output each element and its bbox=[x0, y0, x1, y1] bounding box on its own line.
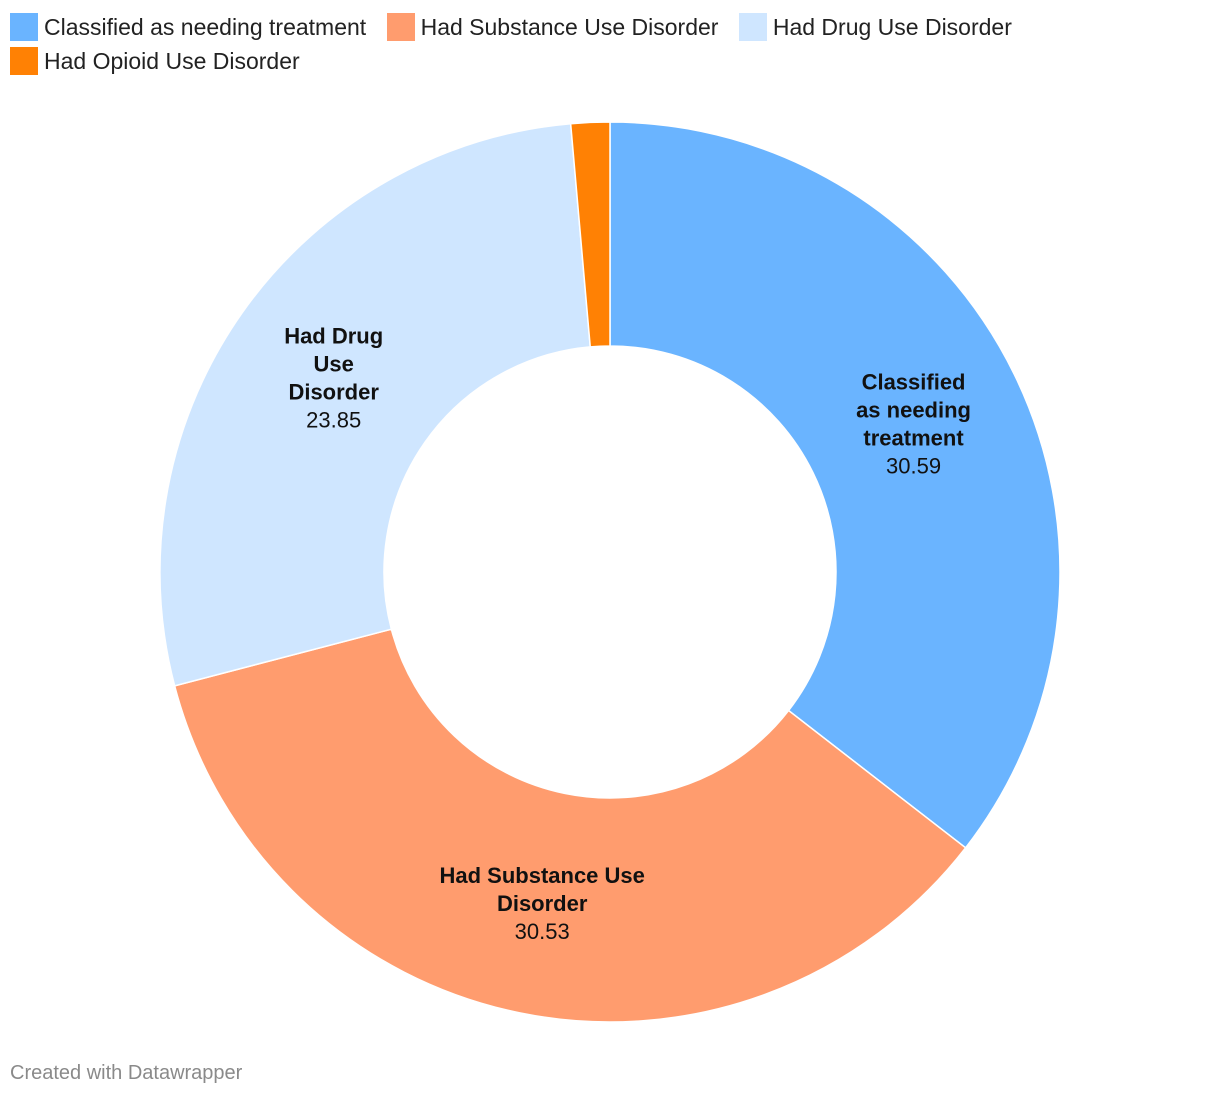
datawrapper-credit: Created with Datawrapper bbox=[10, 1062, 243, 1084]
slice-label-name: Classified bbox=[862, 369, 966, 394]
donut-slice-had-opioid-use-disorder bbox=[569, 121, 611, 348]
legend-item-drug-use-disorder: Had Drug Use Disorder bbox=[738, 10, 1012, 44]
legend-label: Had Drug Use Disorder bbox=[772, 14, 1012, 40]
legend-swatch bbox=[10, 13, 38, 41]
slice-label-name: Use bbox=[314, 351, 354, 376]
slice-label-name: Had Substance Use bbox=[439, 863, 644, 888]
slice-label-value: 30.59 bbox=[886, 453, 941, 478]
slice-label-classified-as-needing-treatment: Classified as needing treatment 30.59 bbox=[856, 369, 971, 478]
slice-label-name: as needing bbox=[856, 397, 971, 422]
slice-label-name: treatment bbox=[863, 425, 964, 450]
chart-legend: Classified as needing treatment Had Subs… bbox=[10, 10, 1215, 78]
slice-label-name: Disorder bbox=[497, 891, 588, 916]
donut-chart: Classified as needing treatment 30.59 Had Su… bbox=[159, 121, 1061, 1023]
donut-slices bbox=[159, 121, 1061, 1023]
legend-label: Had Opioid Use Disorder bbox=[44, 48, 300, 74]
legend-item-classified-needing-treatment: Classified as needing treatment bbox=[10, 10, 366, 44]
legend-item-substance-use-disorder: Had Substance Use Disorder bbox=[386, 10, 719, 44]
legend-swatch bbox=[386, 13, 415, 41]
slice-label-had-substance-use-disorder: Had Substance Use Disorder 30.53 bbox=[439, 863, 644, 944]
donut-slice-labels: Classified as needing treatment 30.59 Had Su… bbox=[284, 323, 971, 944]
legend-item-opioid-use-disorder: Had Opioid Use Disorder bbox=[10, 44, 300, 78]
slice-label-value: 30.53 bbox=[515, 919, 570, 944]
slice-label-name: Disorder bbox=[288, 379, 379, 404]
slice-label-name: Had Drug bbox=[284, 323, 383, 348]
legend-label: Classified as needing treatment bbox=[44, 14, 367, 40]
legend-swatch bbox=[10, 47, 38, 75]
legend-label: Had Substance Use Disorder bbox=[420, 14, 719, 40]
donut-slice-had-drug-use-disorder bbox=[159, 122, 592, 687]
slice-label-value: 23.85 bbox=[306, 407, 361, 432]
slice-label-had-drug-use-disorder: Had Drug Use Disorder 23.85 bbox=[284, 323, 383, 432]
legend-swatch bbox=[738, 13, 767, 41]
donut-slice-had-substance-use-disorder bbox=[173, 628, 967, 1023]
donut-slice-classified-as-needing-treatment bbox=[609, 121, 1061, 849]
